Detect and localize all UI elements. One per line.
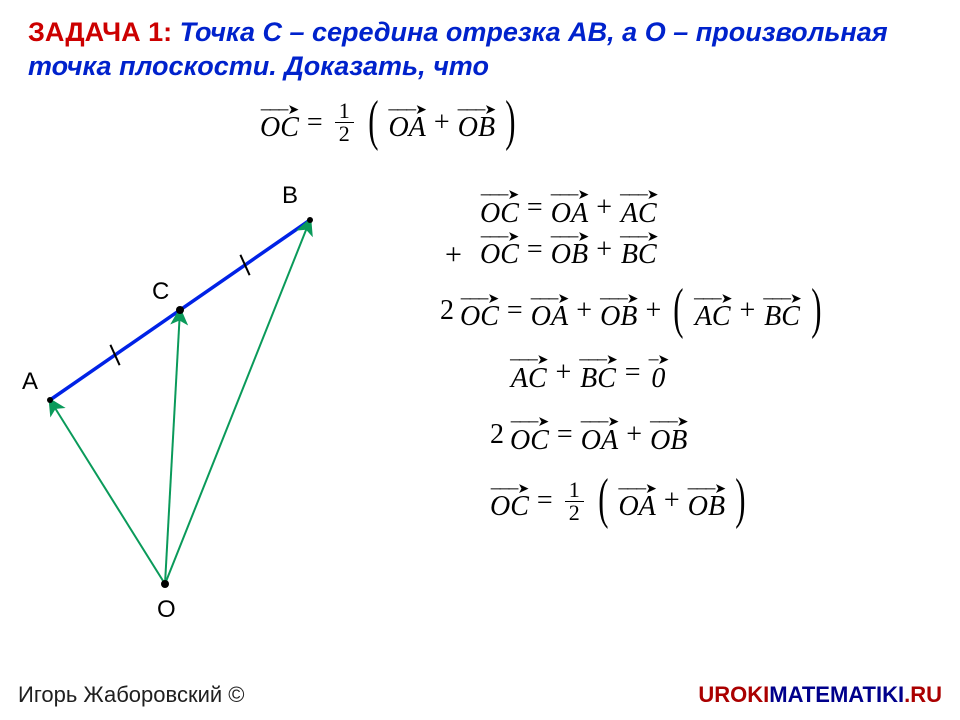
proof-line-1: ───➤OC = ───➤OA + ───➤AC: [480, 190, 930, 226]
proof-line-4: ───➤AC + ───➤BC = ─➤0: [510, 355, 930, 391]
point-label-C: C: [152, 278, 169, 306]
problem-header: ЗАДАЧА 1: Точка С – середина отрезка АВ,…: [28, 16, 932, 84]
proof-line-2: ───➤OC = ───➤OB + ───➤BC: [480, 232, 930, 268]
proof-line-5: 2 ───➤OC = ───➤OA + ───➤OB: [490, 417, 930, 453]
vec-OB: ───➤OB: [458, 105, 496, 141]
problem-number: ЗАДАЧА 1:: [28, 17, 172, 47]
fraction-half: 12: [335, 100, 354, 145]
point-label-O: O: [157, 596, 176, 624]
formula-statement: ───➤OC = 12 ( ───➤OA + ───➤OB ): [260, 100, 520, 145]
point-label-A: A: [22, 368, 38, 396]
site-credit: UROKIMATEMATIKI.RU: [698, 682, 942, 708]
op-eq: =: [305, 107, 325, 139]
vec-OC: ───➤OC: [260, 105, 299, 141]
proof-line-3: 2 ───➤OC = ───➤OA + ───➤OB + ( ───➤AC + …: [440, 294, 930, 330]
merge-plus: +: [445, 238, 462, 272]
proof-block: ───➤OC = ───➤OA + ───➤AC ───➤OC = ───➤OB…: [480, 190, 930, 526]
vec-OA: ───➤OA: [388, 105, 426, 141]
op-plus: +: [432, 107, 452, 139]
author-credit: Игорь Жаборовский ©: [18, 682, 244, 708]
proof-line-6: ───➤OC = 12 ( ───➤OA + ───➤OB ): [490, 479, 930, 524]
point-label-B: B: [282, 182, 298, 210]
